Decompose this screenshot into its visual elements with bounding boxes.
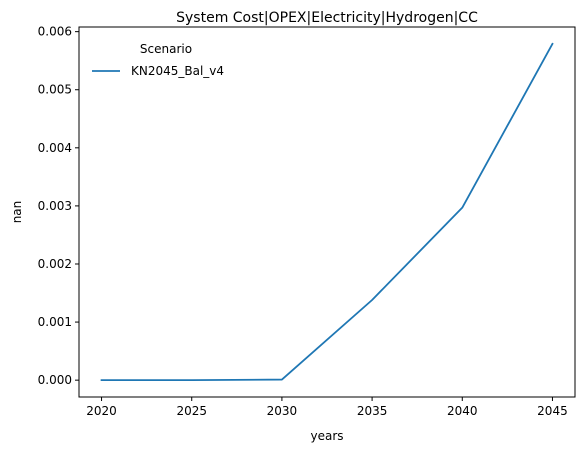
plot-area: 2020 2025 2030 2035 2040 2045 0.000 0.001 0.002… bbox=[38, 25, 576, 418]
y-tick-label-0.002: 0.002 bbox=[38, 257, 72, 271]
x-tick-label-2025: 2025 bbox=[176, 404, 207, 418]
y-tick-label-0.003: 0.003 bbox=[38, 199, 72, 213]
y-tick-label-0.000: 0.000 bbox=[38, 373, 72, 387]
x-tick-label-2020: 2020 bbox=[86, 404, 117, 418]
y-tick-label-0.004: 0.004 bbox=[38, 141, 72, 155]
x-axis: 2020 2025 2030 2035 2040 2045 bbox=[86, 397, 568, 418]
y-tick-label-0.006: 0.006 bbox=[38, 25, 72, 39]
legend: Scenario KN2045_Bal_v4 bbox=[92, 42, 224, 78]
x-tick-label-2030: 2030 bbox=[267, 404, 298, 418]
x-tick-label-2045: 2045 bbox=[537, 404, 568, 418]
y-axis-label: nan bbox=[10, 201, 24, 224]
legend-entry-kn2045-bal-v4: KN2045_Bal_v4 bbox=[131, 64, 224, 78]
x-tick-label-2035: 2035 bbox=[357, 404, 388, 418]
y-axis: 0.000 0.001 0.002 0.003 0.004 0.005 0.006 bbox=[38, 25, 79, 387]
x-tick-label-2040: 2040 bbox=[447, 404, 478, 418]
series-line-kn2045-bal-v4 bbox=[100, 42, 554, 382]
series-layer bbox=[100, 42, 554, 382]
chart-title: System Cost|OPEX|Electricity|Hydrogen|CC bbox=[176, 10, 478, 26]
plot-frame bbox=[78, 26, 576, 398]
x-axis-label: years bbox=[310, 429, 343, 443]
legend-title: Scenario bbox=[140, 42, 192, 56]
y-tick-label-0.005: 0.005 bbox=[38, 83, 72, 97]
y-tick-label-0.001: 0.001 bbox=[38, 315, 72, 329]
